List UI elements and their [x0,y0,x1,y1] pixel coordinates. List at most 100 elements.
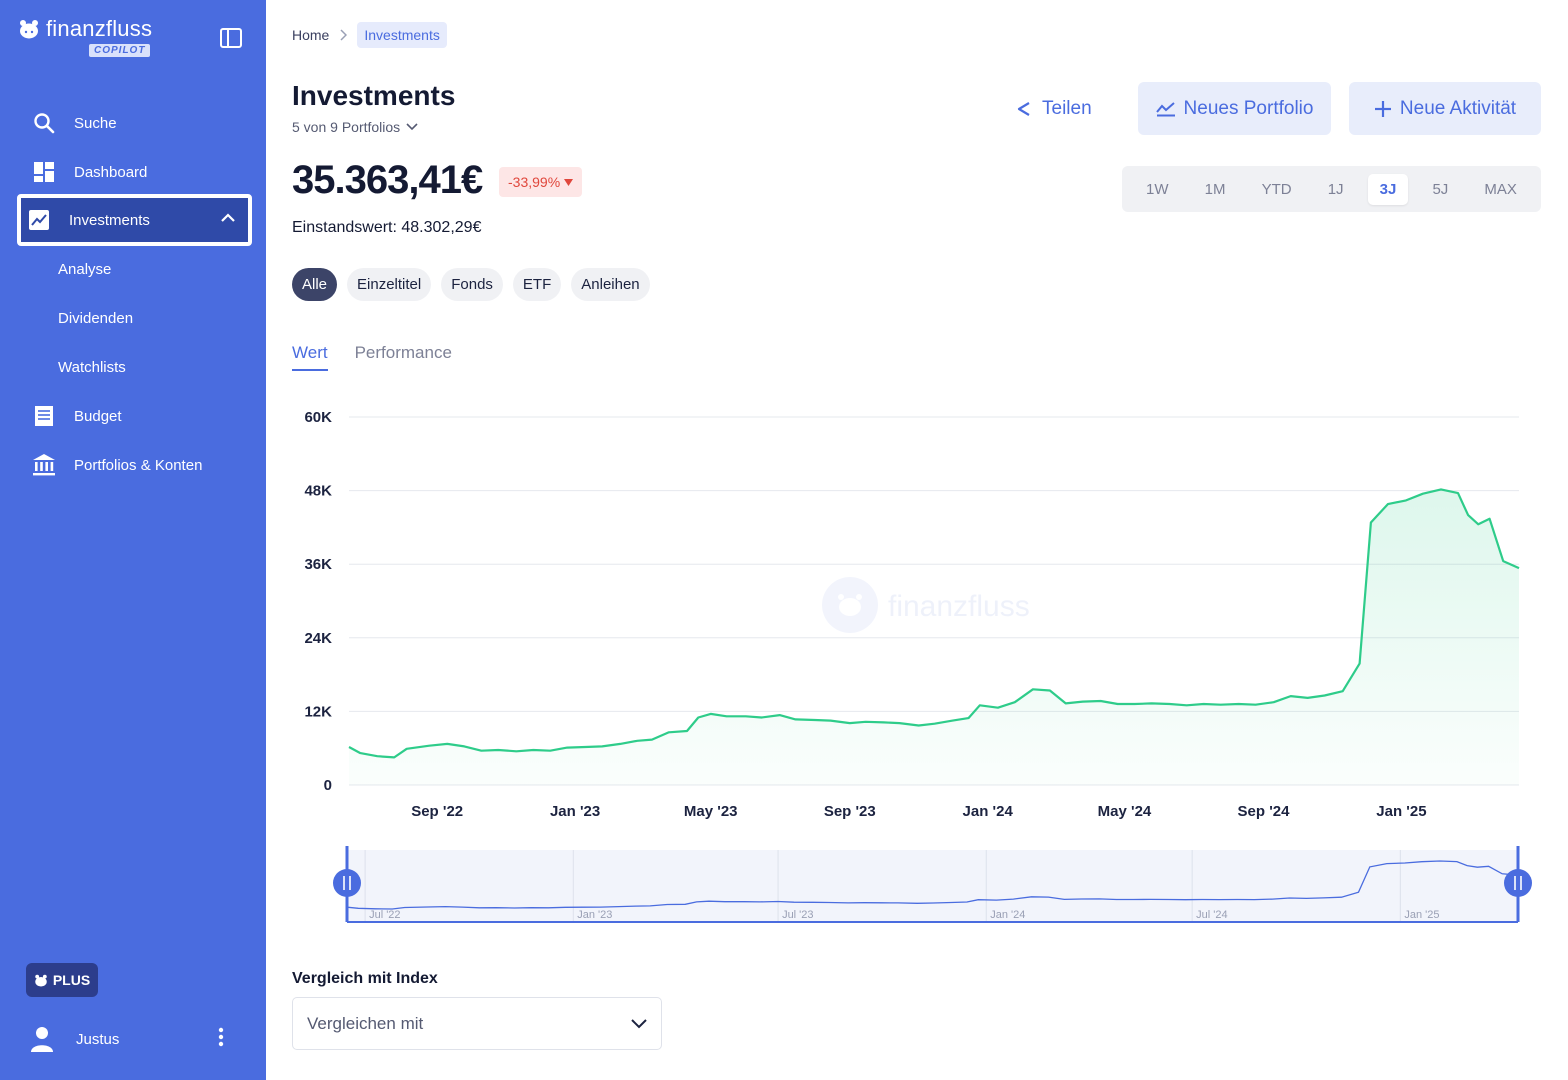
search-icon [32,111,56,135]
share-button[interactable]: Teilen [1016,92,1092,126]
watermark-text: finanzfluss [888,590,1030,623]
filter-chip-etf[interactable]: ETF [512,268,562,301]
sidebar-item-budget[interactable]: Budget [26,396,244,436]
x-tick-label: Jan '23 [550,803,600,820]
copilot-badge: COPILOT [89,44,151,57]
x-tick-label: May '23 [684,803,738,820]
compare-index-label: Vergleich mit Index [292,970,438,987]
sidebar-subitem-watchlists[interactable]: Watchlists [58,359,126,376]
portfolio-selector-label: 5 von 9 Portfolios [292,119,401,135]
hippo-logo-icon [838,594,862,616]
x-tick-label: Jan '25 [1376,803,1426,820]
chart-series-line [348,488,1520,759]
navigator-background [347,850,1518,922]
x-tick-label: May '24 [1098,803,1152,820]
trend-chart-icon [27,208,51,232]
y-tick-label: 0 [324,777,332,794]
chart-tabs: Wert Performance [292,343,452,371]
tab-performance[interactable]: Performance [354,343,452,362]
chart-area-fill [349,489,1519,785]
sidebar-item-label: Investments [69,211,150,229]
sidebar-item-investments[interactable]: Investments [17,194,252,246]
filter-chip-einzeltitel[interactable]: Einzeltitel [347,268,432,301]
navigator-tick-label: Jul '23 [782,909,813,921]
caret-down-icon [564,178,574,186]
sidebar: finanzfluss COPILOT Suche Dashboard Inve… [0,0,266,1080]
tab-wert[interactable]: Wert [292,343,328,371]
navigator-tick-label: Jan '25 [1404,909,1439,921]
filter-chip-anleihen[interactable]: Anleihen [571,268,650,301]
time-range-selector: 1W 1M YTD 1J 3J 5J MAX [1122,166,1541,212]
chevron-right-icon [340,29,348,41]
breadcrumb: Home Investments [292,22,447,48]
navigator-right-handle[interactable] [1504,869,1532,897]
breadcrumb-home[interactable]: Home [292,27,330,43]
range-button[interactable]: 5J [1432,180,1449,198]
chart-navigator[interactable]: Jul '22 Jan '23 Jul '23 Jan '24 Jul '24 Jan '… [330,842,1540,928]
sidebar-item-label: Suche [74,114,117,132]
navigator-left-handle[interactable] [333,869,361,897]
sidebar-item-search[interactable]: Suche [26,103,244,143]
chart-watermark: finanzfluss [822,577,1030,633]
range-button[interactable]: MAX [1484,180,1517,198]
filter-chip-alle[interactable]: Alle [292,268,338,301]
more-vertical-icon [218,1027,224,1047]
navigator-tick-label: Jul '22 [369,909,400,921]
x-tick-label: Sep '22 [411,803,463,820]
range-button[interactable]: YTD [1261,180,1292,198]
share-icon [1017,102,1030,116]
hippo-logo-icon [35,974,47,987]
sidebar-subitem-analyse[interactable]: Analyse [58,261,112,278]
range-button-selected[interactable]: 3J [1367,173,1409,205]
plus-icon [1374,100,1391,117]
range-button[interactable]: 1W [1146,180,1169,198]
x-tick-label: Sep '24 [1238,803,1291,820]
portfolio-selector[interactable]: 5 von 9 Portfolios [292,119,418,135]
x-tick-label: Jan '24 [963,803,1014,820]
logo-text: finanzfluss [46,16,153,41]
range-button[interactable]: 1J [1327,180,1344,198]
line-chart-icon [1155,101,1175,116]
chevron-down-icon [631,1018,647,1028]
user-more-button[interactable] [218,1027,224,1052]
y-tick-label: 12K [304,703,332,720]
app-logo[interactable]: finanzfluss [18,16,152,42]
new-activity-button[interactable]: Neue Aktivität [1349,82,1541,135]
chevron-down-icon [406,123,418,131]
share-label: Teilen [1042,98,1092,119]
plus-badge[interactable]: PLUS [26,963,98,997]
hippo-logo-icon [20,20,38,39]
receipt-icon [32,404,56,428]
y-tick-label: 36K [304,556,332,573]
portfolio-value: 35.363,41€ [292,158,483,202]
breadcrumb-current: Investments [357,22,447,48]
user-profile[interactable]: Justus [30,1024,240,1054]
change-value: -33,99% [508,174,561,190]
bank-icon [32,453,56,477]
sidebar-item-label: Portfolios & Konten [74,456,203,474]
sidebar-collapse-button[interactable] [219,26,243,50]
compare-index-placeholder: Vergleichen mit [307,1013,424,1033]
y-tick-label: 24K [304,630,332,647]
filter-chip-fonds[interactable]: Fonds [441,268,503,301]
range-button[interactable]: 1M [1204,180,1226,198]
page-title: Investments [292,80,456,111]
new-portfolio-button[interactable]: Neues Portfolio [1138,82,1331,135]
navigator-line [346,860,1519,910]
user-name: Justus [76,1030,120,1048]
chevron-up-icon[interactable] [218,208,238,232]
new-portfolio-label: Neues Portfolio [1183,97,1314,119]
navigator-tick-label: Jul '24 [1196,909,1227,921]
plus-label: PLUS [52,972,91,988]
compare-index-select[interactable]: Vergleichen mit [292,997,662,1050]
sidebar-item-portfolios[interactable]: Portfolios & Konten [26,445,244,485]
sidebar-subitem-dividenden[interactable]: Dividenden [58,310,134,327]
value-chart[interactable]: finanzfluss 0 12K 24K 36K 48K 60K Sep '22 Jan … [292,395,1532,825]
y-tick-label: 60K [304,409,332,426]
navigator-tick-label: Jan '23 [577,909,612,921]
sidebar-toggle-icon [220,28,242,48]
change-badge: -33,99% [499,167,583,197]
sidebar-item-label: Budget [74,407,122,425]
x-tick-label: Sep '23 [824,803,876,820]
sidebar-item-dashboard[interactable]: Dashboard [26,152,244,192]
